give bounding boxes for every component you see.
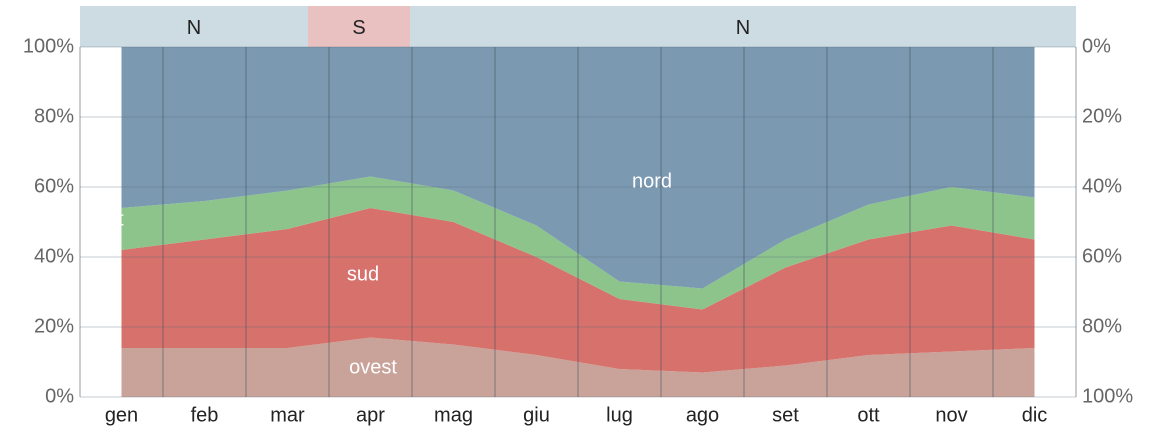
y-tick-label: 60% (34, 175, 74, 197)
y-tick-label: 80% (34, 105, 74, 127)
y-tick-label: 100% (23, 35, 74, 57)
x-tick-label: mar (270, 404, 305, 426)
y2-tick-label: 60% (1082, 245, 1122, 267)
y2-tick-label: 40% (1082, 175, 1122, 197)
x-tick-label: feb (191, 404, 219, 426)
x-tick-label: apr (356, 404, 385, 426)
series-label: est (97, 208, 124, 230)
x-tick-label: lug (606, 404, 633, 426)
y-tick-label: 20% (34, 315, 74, 337)
x-tick-label: nov (935, 404, 967, 426)
y2-tick-label: 80% (1082, 315, 1122, 337)
x-tick-label: mag (434, 404, 473, 426)
y-tick-label: 0% (45, 385, 74, 407)
direction-band (308, 6, 410, 47)
x-tick-label: gen (105, 404, 138, 426)
direction-label: N (736, 17, 750, 39)
direction-band (80, 6, 308, 47)
series-label: sud (347, 263, 379, 285)
y-tick-label: 40% (34, 245, 74, 267)
x-tick-label: giu (523, 404, 550, 426)
x-tick-label: ago (686, 404, 719, 426)
x-tick-label: ott (857, 404, 880, 426)
series-label: nord (632, 170, 672, 192)
series-label: ovest (349, 356, 397, 378)
direction-band (410, 6, 1076, 47)
x-tick-label: dic (1022, 404, 1048, 426)
x-tick-label: set (772, 404, 799, 426)
y2-tick-label: 20% (1082, 105, 1122, 127)
direction-label: N (187, 17, 201, 39)
direction-label: S (352, 17, 365, 39)
y2-tick-label: 100% (1082, 385, 1133, 407)
y2-tick-label: 0% (1082, 35, 1111, 57)
area (121, 176, 1035, 310)
